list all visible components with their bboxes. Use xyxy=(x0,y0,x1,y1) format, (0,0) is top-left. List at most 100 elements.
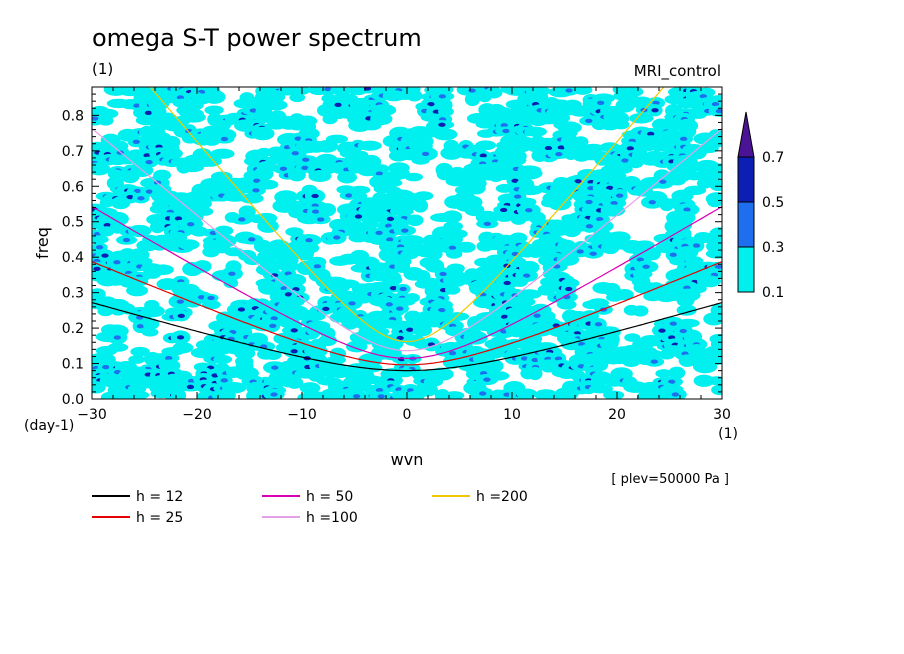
contour-peak xyxy=(113,335,121,340)
contour-blob xyxy=(124,390,150,399)
contour-blob xyxy=(148,97,170,111)
contour-blob xyxy=(142,318,160,330)
contour-blob xyxy=(299,382,321,394)
contour-peak xyxy=(290,349,298,354)
contour-blob xyxy=(456,241,476,253)
contour-peak xyxy=(715,109,722,114)
contour-peak xyxy=(555,151,563,157)
contour-peak xyxy=(576,249,584,254)
contour-peak xyxy=(596,100,605,106)
contour-peak xyxy=(483,221,492,226)
contour-blob xyxy=(554,387,579,399)
contour-peak xyxy=(137,196,145,201)
contour-peak xyxy=(500,207,508,213)
contour-blob xyxy=(649,141,674,152)
contour-blob xyxy=(607,231,631,244)
contour-blob xyxy=(631,305,649,317)
contour-blob xyxy=(707,197,722,208)
colorbar: 0.1 0.3 0.5 0.7 xyxy=(737,111,784,301)
contour-peak xyxy=(574,179,582,184)
contour-blob xyxy=(588,384,613,394)
contour-peak xyxy=(448,351,457,356)
contour-blob xyxy=(508,154,527,166)
contour-peak xyxy=(503,392,511,397)
contour-blob xyxy=(285,376,304,389)
y-axis-label: freq xyxy=(33,227,52,259)
contour-blob xyxy=(675,246,699,259)
dispersion-curve xyxy=(149,87,665,343)
contour-blob xyxy=(562,223,582,238)
contour-peak xyxy=(585,224,594,229)
contour-blob xyxy=(257,219,279,233)
contour-blob xyxy=(329,87,352,96)
contour-peak xyxy=(253,178,261,183)
contour-peak xyxy=(248,237,256,242)
model-label: MRI_control xyxy=(634,62,721,81)
contour-blob xyxy=(251,126,275,141)
contour-peak xyxy=(399,286,407,292)
legend-label: h = 12 xyxy=(136,489,183,505)
contour-peak xyxy=(186,384,195,390)
contour-blob xyxy=(92,162,111,176)
contour-blob xyxy=(494,145,515,160)
contour-peak xyxy=(177,313,185,318)
contour-peak xyxy=(647,131,655,137)
contour-peak xyxy=(636,257,645,262)
level-note: [ plev=50000 Pa ] xyxy=(611,472,729,487)
contour-blob xyxy=(441,210,463,224)
contour-blob xyxy=(444,285,461,295)
contour-blob xyxy=(711,384,722,396)
contour-blob xyxy=(603,390,625,399)
contour-blob xyxy=(322,114,338,125)
contour-blob xyxy=(599,337,619,351)
y-axis-ticks: 0.0 0.1 0.2 0.3 0.4 0.5 0.6 0.7 0.8 xyxy=(62,93,722,408)
contour-peak xyxy=(679,328,687,334)
contour-peak xyxy=(386,237,394,242)
contour-peak xyxy=(427,102,435,107)
contour-blob xyxy=(361,120,382,131)
contour-peak xyxy=(658,328,666,333)
contour-peak xyxy=(113,260,121,265)
contour-blob xyxy=(315,140,339,153)
contour-blob xyxy=(143,266,162,279)
curve-legend: h = 12 h = 25 h = 50 h =100 h =200 xyxy=(92,489,528,526)
contour-blob xyxy=(139,125,155,140)
contour-peak xyxy=(642,264,650,269)
contour-peak xyxy=(333,235,341,240)
x-tick-label: 20 xyxy=(608,407,626,423)
contour-peak xyxy=(311,193,319,199)
contour-peak xyxy=(375,387,384,393)
contour-blob xyxy=(467,181,486,195)
contour-blob xyxy=(655,369,673,378)
contour-peak xyxy=(483,377,491,382)
contour-peak xyxy=(279,166,288,171)
contour-blob xyxy=(627,157,644,169)
contour-peak xyxy=(659,179,667,184)
power-contours xyxy=(92,87,722,399)
contour-blob xyxy=(318,203,337,217)
dispersion-curve xyxy=(92,302,722,372)
contour-peak xyxy=(271,365,279,370)
contour-peak xyxy=(301,165,309,170)
contour-blob xyxy=(202,246,220,258)
contour-blob xyxy=(234,321,257,331)
contour-blob xyxy=(687,145,707,160)
contour-peak xyxy=(345,193,353,198)
contour-blob xyxy=(170,388,187,399)
contour-peak xyxy=(311,209,320,214)
contour-blob xyxy=(495,211,514,222)
contour-peak xyxy=(164,355,173,361)
contour-peak xyxy=(585,118,593,123)
contour-peak xyxy=(680,136,688,141)
contour-peak xyxy=(377,394,385,399)
contour-blob xyxy=(92,235,109,244)
contour-peak xyxy=(439,271,447,277)
contour-peak xyxy=(95,245,104,250)
contour-blob xyxy=(128,355,146,364)
contour-peak xyxy=(143,153,151,158)
contour-peak xyxy=(363,87,372,91)
contour-blob xyxy=(705,249,722,259)
dispersion-curve xyxy=(92,128,722,352)
contour-peak xyxy=(93,266,101,271)
colorbar-swatch xyxy=(737,201,755,248)
